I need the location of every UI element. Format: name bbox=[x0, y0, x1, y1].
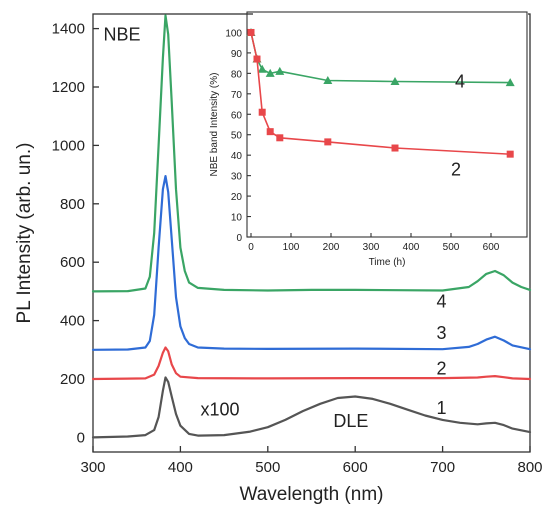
inset-y-tick-label: 30 bbox=[231, 172, 243, 183]
y-axis-title: PL Intensity (arb. un.) bbox=[14, 143, 35, 324]
series-line-4 bbox=[91, 14, 532, 293]
main-chart: 300 400 500 600 700 8000200400600800100012001… bbox=[14, 13, 543, 505]
inset-data-point-square bbox=[506, 150, 514, 158]
inset-x-tick-label: 300 bbox=[363, 242, 380, 253]
inset-x-tick-label: 500 bbox=[443, 242, 460, 253]
inset-data-point-square bbox=[391, 144, 399, 152]
inset-x-axis-title: Time (h) bbox=[369, 257, 406, 268]
annotation: NBE bbox=[103, 24, 140, 44]
inset-y-axis-title: NBE band Intensity (%) bbox=[209, 73, 220, 177]
x-tick-label: 700 bbox=[430, 459, 455, 476]
inset-data-point-triangle bbox=[323, 76, 333, 85]
y-tick-label: 0 bbox=[77, 429, 85, 446]
inset-y-tick-label: 20 bbox=[231, 192, 243, 203]
inset-chart: 0 100 200 300 400 500 600 0 10 20 30 40 50 60 70 80 90 10… bbox=[209, 8, 528, 268]
y-tick-label: 600 bbox=[60, 254, 85, 271]
annotation: 4 bbox=[436, 291, 446, 311]
inset-x-tick-label: 200 bbox=[323, 242, 340, 253]
inset-annotation: 4 bbox=[455, 72, 465, 92]
x-tick-label: 800 bbox=[517, 459, 542, 476]
inset-data-point-triangle bbox=[275, 66, 285, 75]
y-tick-label: 1400 bbox=[52, 21, 85, 38]
y-tick-label: 1200 bbox=[52, 79, 85, 96]
x-tick-label: 500 bbox=[255, 459, 280, 476]
inset-data-point-triangle bbox=[265, 68, 275, 77]
series-line-2 bbox=[91, 346, 532, 381]
y-tick-label: 400 bbox=[60, 313, 85, 330]
inset-y-tick-label: 80 bbox=[231, 69, 243, 80]
inset-series-line-2 bbox=[250, 31, 512, 155]
inset-x-tick-label: 400 bbox=[403, 242, 420, 253]
inset-data-point-square bbox=[253, 55, 261, 63]
inset-y-tick-label: 60 bbox=[231, 110, 243, 121]
series-line-1 bbox=[91, 376, 532, 439]
annotation: 1 bbox=[436, 398, 446, 418]
x-tick-label: 300 bbox=[80, 459, 105, 476]
inset-plot-frame bbox=[246, 11, 528, 238]
inset-background bbox=[253, 8, 528, 236]
x-tick-label: 600 bbox=[343, 459, 368, 476]
annotation: DLE bbox=[333, 411, 368, 431]
inset-y-tick-label: 100 bbox=[225, 28, 242, 39]
inset-y-tick-label: 40 bbox=[231, 151, 243, 162]
inset-data-point-square bbox=[258, 108, 266, 116]
y-tick-label: 200 bbox=[60, 371, 85, 388]
inset-y-tick-label: 10 bbox=[231, 213, 243, 224]
inset-x-tick-label: 0 bbox=[248, 242, 254, 253]
inset-y-tick-label: 50 bbox=[231, 131, 243, 142]
inset-x-tick-label: 100 bbox=[283, 242, 300, 253]
annotation: 2 bbox=[436, 359, 446, 379]
inset-x-tick-label: 600 bbox=[483, 242, 500, 253]
x-tick-label: 400 bbox=[168, 459, 193, 476]
inset-data-point-triangle bbox=[390, 77, 400, 86]
series-line-3 bbox=[91, 175, 532, 351]
inset-y-tick-label: 70 bbox=[231, 90, 243, 101]
inset-y-tick-label: 90 bbox=[231, 49, 243, 60]
annotation: x100 bbox=[201, 400, 240, 420]
annotation: 3 bbox=[436, 323, 446, 343]
inset-data-point-square bbox=[247, 28, 255, 36]
inset-data-point-square bbox=[276, 134, 284, 142]
x-axis-title: Wavelength (nm) bbox=[240, 484, 384, 505]
inset-y-tick-label: 0 bbox=[236, 233, 242, 244]
inset-data-point-triangle bbox=[505, 78, 515, 87]
inset-data-point-square bbox=[266, 128, 274, 136]
inset-data-point-triangle bbox=[257, 64, 267, 73]
inset-data-point-square bbox=[324, 138, 332, 146]
inset-annotation: 2 bbox=[451, 160, 461, 180]
y-tick-label: 1000 bbox=[52, 137, 85, 154]
y-tick-label: 800 bbox=[60, 196, 85, 213]
